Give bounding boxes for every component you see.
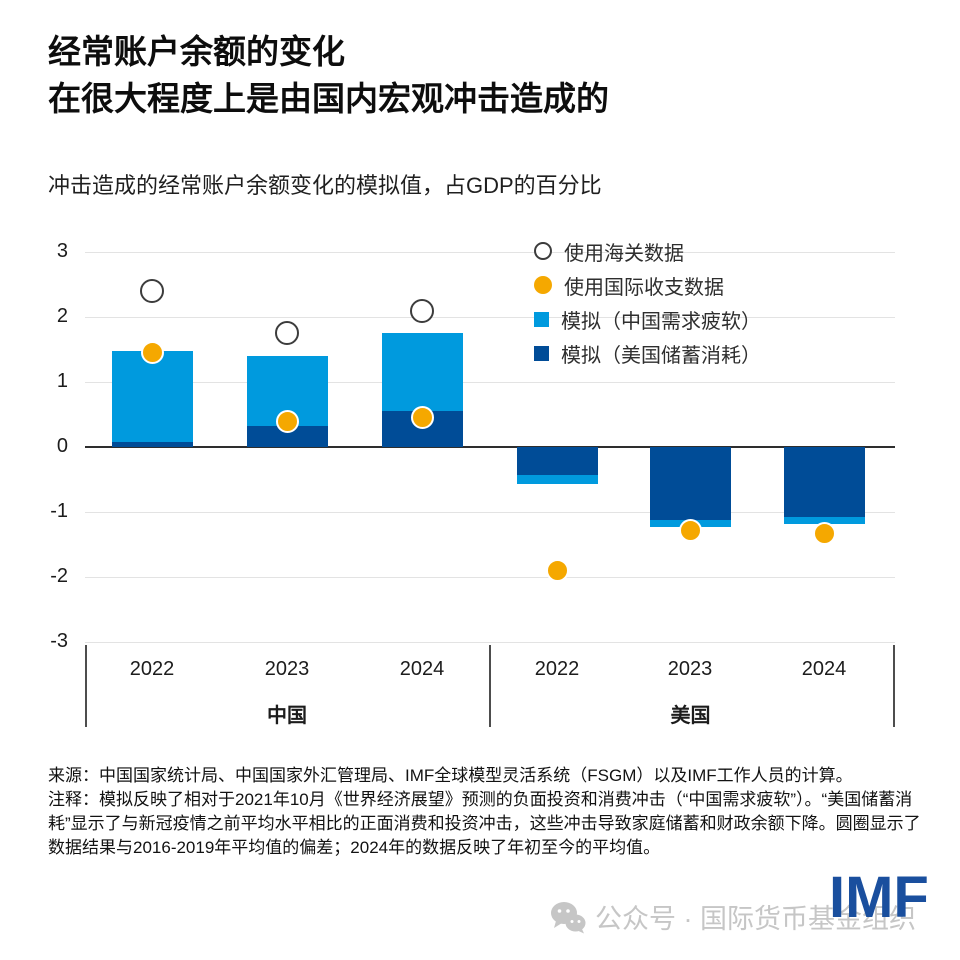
chart-area: 3 2 1 0 -1 -2 -3 2022 2023 2024 2022 2023 2024 中国 美国 [50,240,895,727]
x-tick-label: 2023 [264,658,310,680]
gridline [85,511,895,513]
gridline [85,641,895,643]
group-label: 中国 [267,705,307,727]
x-tick-label: 2022 [129,658,175,680]
legend-item-bop: 使用国际收支数据 [534,268,761,302]
method-note: 注释：模拟反映了相对于2021年10月《世界经济展望》预测的负面投资和消费冲击（… [48,790,921,857]
x-tick-label: 2024 [399,658,445,680]
bop-data-marker [410,406,434,430]
legend-label: 模拟（美国储蓄消耗） [561,344,761,367]
y-tick-label: -2 [50,565,68,587]
light-blue-square-icon [534,311,549,327]
customs-data-marker [140,279,164,303]
dark-blue-square-icon [534,345,549,361]
y-tick-label: 0 [56,435,68,457]
wechat-icon [551,901,586,933]
imf-logo: IMF [829,865,929,930]
bar-segment [783,517,865,524]
y-tick-label: 1 [56,370,68,392]
bop-data-marker [812,521,836,545]
x-tick-label: 2023 [667,658,713,680]
y-tick-label: -3 [50,630,68,652]
legend-item-customs: 使用海关数据 [534,234,761,268]
title-line-1: 经常账户余额的变化 [48,33,345,70]
gridline [85,251,895,253]
bop-data-marker [140,341,164,365]
wechat-watermark: 公众号 · 国际货币基金组织 [550,897,916,936]
source-note: 来源：中国国家统计局、中国国家外汇管理局、IMF全球模型灵活系统（FSGM）以及… [48,766,853,785]
axis-frame-line [893,645,895,727]
bop-data-marker [678,518,702,542]
axis-frame-line [85,645,87,727]
open-circle-icon [534,242,552,260]
page-title: 经常账户余额的变化 在很大程度上是由国内宏观冲击造成的 [48,28,609,122]
gridline [85,316,895,318]
x-tick-label: 2024 [801,658,847,680]
axis-frame-line [489,645,491,727]
bar-segment [111,350,193,442]
bar-segment [783,447,865,518]
chart-subtitle: 冲击造成的经常账户余额变化的模拟值，占GDP的百分比 [48,173,602,198]
bar-segment [246,425,328,447]
legend-label: 模拟（中国需求疲软） [561,310,761,333]
filled-circle-icon [534,276,552,294]
bar-segment [111,441,193,447]
legend-label: 使用国际收支数据 [564,276,724,299]
gridline [85,381,895,383]
bop-data-marker [545,559,569,582]
bar-segment [516,474,598,485]
footnotes: 来源：中国国家统计局、中国国家外汇管理局、IMF全球模型灵活系统（FSGM）以及… [48,764,924,860]
customs-data-marker [410,298,434,323]
bar-segment [516,447,598,475]
legend-item-china-demand: 模拟（中国需求疲软） [534,302,761,336]
bar-segment [381,333,463,412]
group-label: 美国 [670,705,711,727]
x-tick-label: 2022 [534,658,580,680]
y-tick-label: 3 [56,240,68,262]
x-axis-zero-line [85,446,895,448]
gridline [85,576,895,578]
y-tick-label: 2 [56,305,68,327]
legend-label: 使用海关数据 [564,242,684,265]
y-tick-label: -1 [50,500,68,522]
legend-item-us-saving: 模拟（美国储蓄消耗） [534,336,761,370]
chart-legend: 使用海关数据 使用国际收支数据 模拟（中国需求疲软） 模拟（美国储蓄消耗） [534,234,761,370]
bop-data-marker [275,409,299,433]
customs-data-marker [275,321,299,346]
title-line-2: 在很大程度上是由国内宏观冲击造成的 [48,80,609,117]
bar-segment [649,447,731,520]
watermark-text: 公众号 · 国际货币基金组织 [595,904,916,934]
